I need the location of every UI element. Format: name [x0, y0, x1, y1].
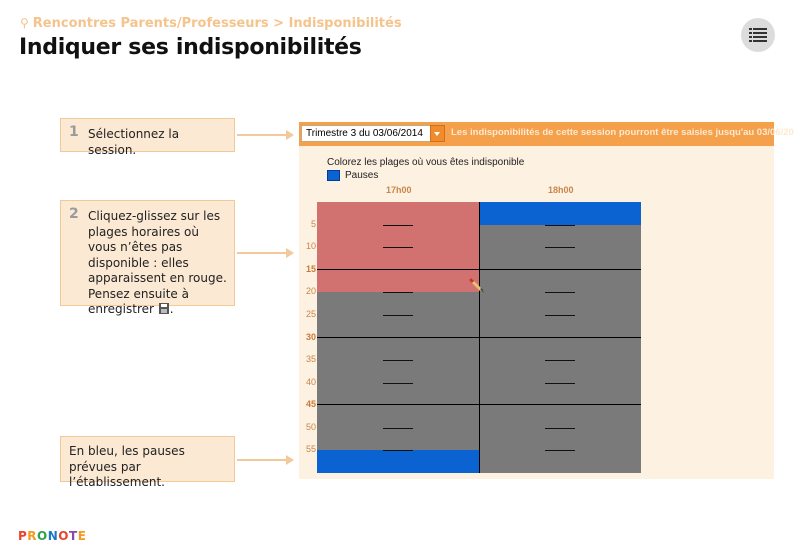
five-minute-tick — [545, 292, 575, 293]
list-menu-button[interactable] — [741, 18, 775, 52]
callout-pauses: En bleu, les pauses prévues par l’établi… — [60, 436, 235, 489]
minute-tick-label: 25 — [305, 308, 316, 319]
five-minute-tick — [383, 360, 413, 361]
minute-tick-label: 40 — [305, 376, 316, 387]
hour-label-17h: 17h00 — [386, 185, 412, 195]
hour-label-18h: 18h00 — [548, 185, 574, 195]
five-minute-tick — [545, 450, 575, 451]
session-bar: Trimestre 3 du 03/06/2014 Les indisponib… — [299, 122, 794, 146]
pause-legend-label: Pauses — [345, 170, 379, 181]
arrow-to-session — [237, 130, 294, 140]
location-pin-icon: ⚲ — [20, 16, 29, 30]
five-minute-tick — [545, 225, 575, 226]
breadcrumb-text: Rencontres Parents/Professeurs > Indispo… — [32, 16, 402, 31]
pause-legend-swatch — [327, 170, 340, 181]
arrow-to-grid — [237, 248, 294, 258]
five-minute-tick — [545, 360, 575, 361]
save-icon — [158, 303, 169, 314]
minute-tick-label: 30 — [305, 331, 316, 342]
five-minute-tick — [545, 383, 575, 384]
minute-tick-label: 50 — [305, 421, 316, 432]
time-slot-grid[interactable] — [317, 202, 641, 473]
callout-text: Sélectionnez la session. — [88, 127, 180, 157]
pronote-logo: PRONOTE — [18, 529, 87, 543]
step-number: 1 — [69, 124, 79, 140]
minute-tick-label: 55 — [305, 444, 316, 455]
callout-step-2: 2 Cliquez-glissez sur les plages horaire… — [60, 200, 235, 316]
pause-block — [479, 202, 641, 225]
quarter-hour-line — [317, 269, 641, 270]
callout-step-1: 1 Sélectionnez la session. — [60, 118, 235, 157]
five-minute-tick — [383, 225, 413, 226]
pencil-cursor-icon — [468, 277, 484, 293]
five-minute-tick — [545, 315, 575, 316]
minute-tick-label: 20 — [305, 286, 316, 297]
step-number: 2 — [69, 206, 79, 222]
five-minute-tick — [383, 292, 413, 293]
arrow-to-pause — [237, 455, 294, 465]
callout-text: Cliquez-glissez sur les plages horaires … — [88, 209, 227, 316]
minute-tick-label: 15 — [305, 263, 316, 274]
breadcrumb[interactable]: ⚲ Rencontres Parents/Professeurs > Indisp… — [20, 16, 402, 31]
five-minute-tick — [383, 315, 413, 316]
session-deadline-note: Les indisponibilités de cette session po… — [451, 127, 794, 138]
pause-block — [317, 450, 479, 473]
callout-text: En bleu, les pauses prévues par l’établi… — [69, 444, 185, 489]
page-title: Indiquer ses indisponibilités — [19, 35, 362, 60]
minute-tick-label: 35 — [305, 354, 316, 365]
quarter-hour-line — [317, 337, 641, 338]
availability-panel: Trimestre 3 du 03/06/2014 Les indisponib… — [299, 122, 794, 479]
five-minute-tick — [383, 450, 413, 451]
session-select[interactable]: Trimestre 3 du 03/06/2014 — [301, 125, 431, 142]
list-menu-icon — [749, 28, 767, 42]
chevron-down-icon[interactable] — [430, 125, 445, 142]
quarter-hour-line — [317, 404, 641, 405]
five-minute-tick — [383, 247, 413, 248]
five-minute-tick — [383, 383, 413, 384]
five-minute-tick — [545, 247, 575, 248]
instructions: Colorez les plages où vous êtes indispon… — [327, 157, 525, 168]
minute-tick-label: 45 — [305, 399, 316, 410]
five-minute-tick — [545, 428, 575, 429]
minute-tick-label: 10 — [305, 241, 316, 252]
five-minute-tick — [383, 428, 413, 429]
minute-tick-label: 5 — [310, 218, 316, 229]
